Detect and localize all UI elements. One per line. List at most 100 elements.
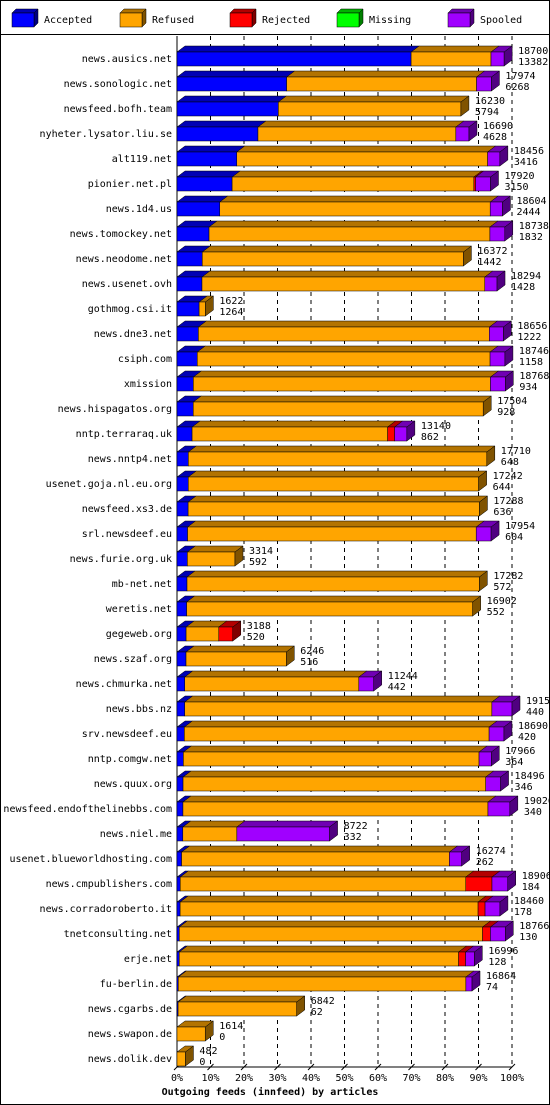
total-label: 16274 <box>476 846 506 857</box>
bar-face <box>489 326 504 342</box>
legend-swatch <box>447 12 471 28</box>
bar-segment <box>176 145 246 167</box>
bar-face <box>177 1001 297 1017</box>
bar-face <box>176 195 229 203</box>
bar-segment <box>358 670 383 692</box>
bar-side <box>486 445 496 467</box>
accepted-label: 1442 <box>477 257 501 268</box>
bar-face <box>176 726 185 742</box>
bar-segment <box>186 545 244 567</box>
legend-label: Spooled <box>480 15 522 26</box>
bar-segment <box>176 420 201 442</box>
bar-segment <box>410 45 500 67</box>
bar-face <box>187 445 496 453</box>
accepted-label: 604 <box>505 532 523 543</box>
category-label: news.sonologic.net <box>64 79 172 90</box>
bar-face <box>197 320 499 328</box>
category-label: news.furie.org.uk <box>70 554 172 565</box>
bar-face <box>286 76 477 92</box>
bar-segment <box>201 245 473 267</box>
bar-face <box>183 720 498 728</box>
bar-face <box>184 676 360 692</box>
total-label: 18294 <box>511 271 541 282</box>
category-label: news.cmpublishers.com <box>46 879 172 890</box>
bar-side <box>503 45 513 67</box>
category-label: alt119.net <box>112 154 172 165</box>
bar-segment <box>484 770 510 792</box>
bar-face <box>394 426 408 442</box>
bar-segment <box>484 895 509 917</box>
bar-side <box>329 820 338 842</box>
bar-segment <box>176 295 208 317</box>
bar-segment <box>176 320 208 342</box>
bar-segment <box>474 170 500 192</box>
bar-side <box>185 1045 194 1067</box>
bar-face <box>198 326 490 342</box>
total-label: 18906 <box>522 871 550 882</box>
bar-face <box>201 276 486 292</box>
accepted-label: 1222 <box>517 332 541 343</box>
total-label: 18456 <box>514 146 544 157</box>
total-label: 1614 <box>219 1021 243 1032</box>
bar-face <box>185 645 296 653</box>
legend-swatch <box>447 8 475 14</box>
bar-face <box>176 1026 206 1042</box>
bar-face <box>187 551 236 567</box>
bar-face <box>187 526 477 542</box>
bar-segment <box>186 570 489 592</box>
bar-face <box>491 876 508 892</box>
bar-segment <box>182 795 497 817</box>
bar-face <box>176 51 412 67</box>
bar-face <box>201 251 464 267</box>
bar-segment <box>192 395 492 417</box>
bar-segment <box>176 495 197 517</box>
bar-segment <box>183 720 498 742</box>
bar-face <box>458 951 466 967</box>
x-tick-label: 10% <box>201 1073 219 1084</box>
category-label: newsfeed.xs3.de <box>82 504 172 515</box>
accepted-label: 6268 <box>505 82 529 93</box>
bar-face <box>187 495 489 503</box>
bar-face <box>176 251 203 267</box>
bar-segment <box>178 945 468 967</box>
bar-face <box>176 451 189 467</box>
accepted-label: 346 <box>515 782 533 793</box>
legend-label: Accepted <box>44 15 92 26</box>
category-label: csiph.com <box>118 354 172 365</box>
bar-face <box>178 920 492 928</box>
bar-face <box>176 401 194 417</box>
bar-face <box>176 276 203 292</box>
bar-face <box>482 926 491 942</box>
category-label: srv.newsdeef.eu <box>82 729 172 740</box>
bar-side <box>468 120 478 142</box>
legend-label: Missing <box>369 15 411 26</box>
bar-side <box>511 695 521 717</box>
legend-swatch <box>119 12 143 28</box>
bar-face <box>176 70 296 78</box>
bar-side <box>503 320 512 342</box>
bar-face <box>176 351 198 367</box>
total-label: 17920 <box>504 171 534 182</box>
bar-face <box>198 301 206 317</box>
bar-segment <box>176 95 288 117</box>
accepted-label: 934 <box>519 382 537 393</box>
accepted-label: 1264 <box>219 307 243 318</box>
bar-side <box>373 670 382 692</box>
total-label: 11244 <box>388 671 418 682</box>
bar-side <box>479 495 488 517</box>
bar-face <box>176 576 188 592</box>
category-label: news.swapon.de <box>88 1029 172 1040</box>
bar-face <box>176 526 188 542</box>
bar-face <box>231 176 475 192</box>
bar-face <box>478 751 492 767</box>
bar-face <box>176 501 189 517</box>
total-label: 17282 <box>493 571 523 582</box>
bar-face <box>186 570 489 578</box>
category-label: news.niel.me <box>100 829 172 840</box>
total-label: 18738 <box>519 221 549 232</box>
total-label: 16372 <box>477 246 507 257</box>
bar-face <box>176 651 187 667</box>
bar-segment <box>187 445 496 467</box>
bar-face <box>178 951 459 967</box>
bar-segment <box>176 120 267 142</box>
